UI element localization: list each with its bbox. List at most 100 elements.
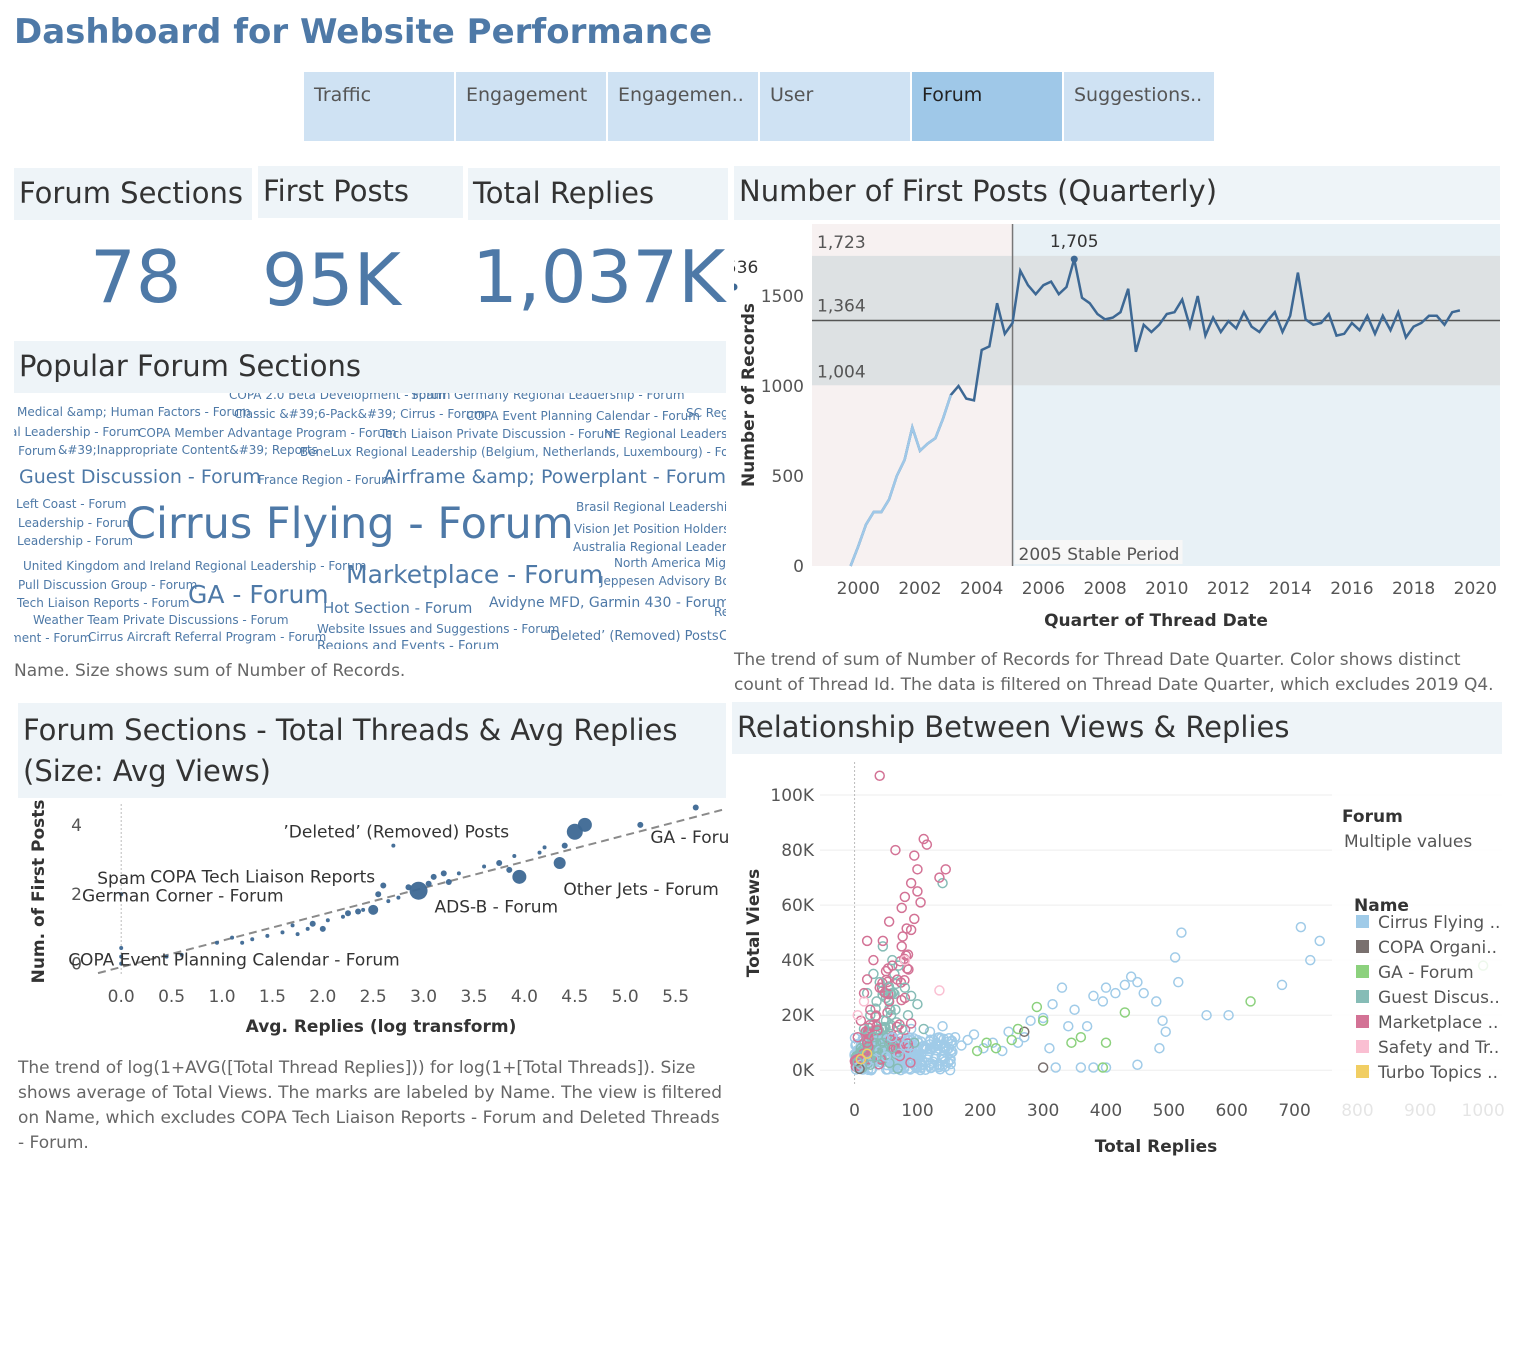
scatter-point[interactable] <box>949 1031 961 1043</box>
scatter-point[interactable] <box>892 1063 903 1074</box>
scatter-point[interactable] <box>918 833 929 845</box>
scatter-point[interactable] <box>1132 976 1143 988</box>
scatter-point[interactable] <box>871 996 882 1007</box>
bubble-point[interactable] <box>119 954 124 959</box>
scatter-point[interactable] <box>940 864 951 875</box>
bubble-point[interactable] <box>637 821 644 828</box>
scatter-point[interactable] <box>1037 1015 1049 1026</box>
scatter-point[interactable] <box>934 872 945 883</box>
scatter-point[interactable] <box>1019 1026 1030 1037</box>
legend-swatch[interactable] <box>1356 940 1369 953</box>
bubble-point[interactable] <box>496 859 503 866</box>
word[interactable]: COPA Event Planning Calendar - Forum <box>466 409 700 423</box>
scatter-point[interactable] <box>865 1004 876 1015</box>
scatter-point[interactable] <box>861 974 873 985</box>
bubble-point[interactable] <box>396 895 401 900</box>
scatter-point[interactable] <box>1006 1034 1017 1046</box>
scatter-point[interactable] <box>1066 1037 1077 1048</box>
scatter-point[interactable] <box>932 1032 944 1043</box>
legend-swatch[interactable] <box>1356 965 1369 978</box>
scatter-point[interactable] <box>868 1053 879 1065</box>
word[interactable]: United Kingdom and Ireland Regional Lead… <box>23 559 367 573</box>
word[interactable]: Avidyne MFD, Garmin 430 - Forum <box>489 595 726 611</box>
word[interactable]: Airframe &amp; Powerplant - Forum <box>383 466 726 488</box>
scatter-point[interactable] <box>1154 1042 1165 1054</box>
word[interactable]: ment - Forum <box>14 631 92 645</box>
scatter-point[interactable] <box>1069 1004 1080 1015</box>
bubble-point[interactable] <box>319 925 326 932</box>
bubble-point[interactable] <box>506 866 513 873</box>
scatter-point[interactable] <box>905 1018 917 1029</box>
scatter-point[interactable] <box>1088 990 1099 1002</box>
scatter-point[interactable] <box>937 877 948 889</box>
scatter-point[interactable] <box>1295 921 1307 933</box>
scatter-point[interactable] <box>896 1023 907 1035</box>
legend-label[interactable]: Marketplace .. <box>1378 1013 1498 1033</box>
bubble-point[interactable] <box>265 933 270 938</box>
bubble-point[interactable] <box>119 961 124 966</box>
scatter-point[interactable] <box>1157 1015 1168 1026</box>
bubble-point[interactable] <box>305 926 310 931</box>
scatter-point[interactable] <box>870 1011 881 1022</box>
word[interactable]: Pull Discussion Group - Forum <box>18 578 198 592</box>
scatter-point[interactable] <box>942 1057 954 1068</box>
scatter-point[interactable] <box>1176 927 1187 938</box>
scatter-point[interactable] <box>968 1029 980 1040</box>
scatter-point[interactable] <box>1173 976 1184 988</box>
bubble-point[interactable] <box>380 882 387 889</box>
scatter-point[interactable] <box>912 886 923 897</box>
scatter-point[interactable] <box>896 902 907 914</box>
legend-label[interactable]: Turbo Topics .. <box>1377 1063 1498 1083</box>
scatter-point[interactable] <box>852 1009 863 1021</box>
bubble-point[interactable] <box>345 910 351 917</box>
scatter-point[interactable] <box>901 923 912 934</box>
word[interactable]: Cirrus Aircraft Referral Program - Forum <box>88 630 327 644</box>
word[interactable]: Brasil Regional Leadership <box>576 500 726 514</box>
scatter-point[interactable] <box>870 1003 881 1014</box>
scatter-point[interactable] <box>891 1017 902 1028</box>
scatter-point[interactable] <box>915 897 926 908</box>
bubble-point[interactable] <box>577 817 592 832</box>
scatter-point[interactable] <box>903 964 914 975</box>
word[interactable]: Tech Liaison Private Discussion - Forum <box>380 427 616 441</box>
scatter-point[interactable] <box>962 1034 973 1046</box>
scatter-point[interactable] <box>905 1057 916 1068</box>
bubble-point[interactable] <box>290 923 295 928</box>
scatter-point[interactable] <box>871 1051 882 1062</box>
bubble-point[interactable] <box>368 904 379 915</box>
scatter-point[interactable] <box>890 844 901 856</box>
scatter-point[interactable] <box>1019 1031 1030 1043</box>
scatter-point[interactable] <box>997 1045 1008 1057</box>
scatter-point[interactable] <box>1138 987 1149 999</box>
filter-value[interactable]: Multiple values <box>1344 832 1472 852</box>
scatter-point[interactable] <box>909 1037 920 1048</box>
scatter-point[interactable] <box>990 1042 1002 1054</box>
scatter-point[interactable] <box>902 1038 914 1049</box>
bubble-point[interactable] <box>214 940 219 945</box>
tab-forum[interactable]: Forum <box>912 72 1062 141</box>
scatter-point[interactable] <box>971 1045 983 1057</box>
legend-label[interactable]: COPA Organi.. <box>1378 938 1497 958</box>
bubble-point[interactable] <box>561 842 568 849</box>
scatter-point[interactable] <box>852 1056 863 1068</box>
scatter-point[interactable] <box>897 931 908 942</box>
scatter-point[interactable] <box>855 1053 867 1065</box>
legend-label[interactable]: Cirrus Flying .. <box>1378 913 1500 933</box>
scatter-point[interactable] <box>1223 1009 1234 1021</box>
scatter-point[interactable] <box>892 974 903 985</box>
scatter-point[interactable] <box>944 1064 956 1076</box>
scatter-point[interactable] <box>1100 1062 1112 1073</box>
scatter-point[interactable] <box>1276 979 1288 991</box>
word[interactable]: &#39;Inappropriate Content&#39; Reports <box>58 443 318 457</box>
scatter-point[interactable] <box>1097 1062 1109 1073</box>
scatter-point[interactable] <box>865 1059 876 1070</box>
bubble-point[interactable] <box>391 843 396 848</box>
bubble-point[interactable] <box>361 907 366 912</box>
scatter-point[interactable] <box>1305 954 1316 966</box>
bubble-point[interactable] <box>445 879 452 886</box>
bubble-point[interactable] <box>119 945 124 950</box>
word[interactable]: COPA 2.0 Beta Development - Forum <box>229 393 451 402</box>
scatter-point[interactable] <box>861 935 873 947</box>
bubble-point[interactable] <box>164 954 169 959</box>
scatter-point[interactable] <box>920 1064 931 1076</box>
